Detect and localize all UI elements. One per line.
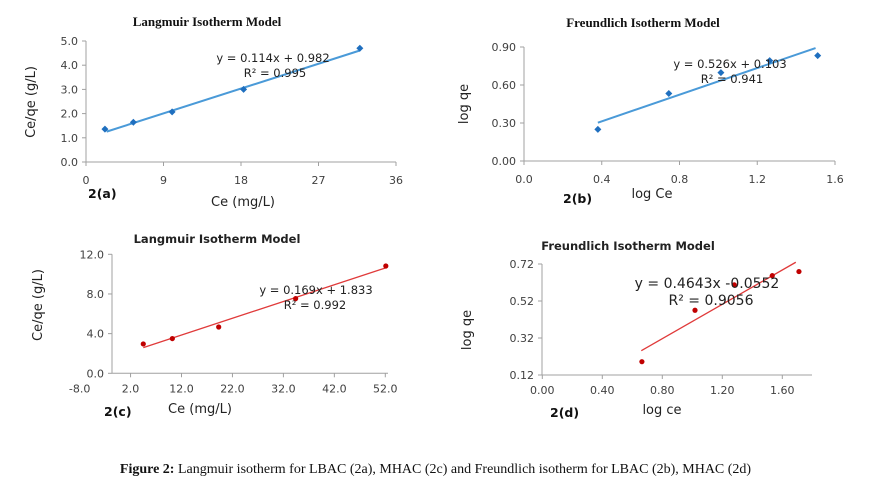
caption-text: Langmuir isotherm for LBAC (2a), MHAC (2… — [174, 462, 752, 477]
panel-label: 2(a) — [88, 186, 117, 201]
panel-label: 2(c) — [104, 404, 132, 419]
r-squared-label: R² = 0.995 — [244, 66, 306, 80]
y-tick-label: 0.72 — [510, 258, 535, 271]
panel-label: 2(b) — [563, 191, 592, 206]
trendline-equation: y = 0.4643x -0.0552 — [635, 276, 780, 292]
chart-panel-2c: -8.0 2.0 12.0 22.0 32.0 42.0 52.0 0.0 4.0 8.0 12.0… — [31, 232, 398, 419]
chart-title: Langmuir Isotherm Model — [134, 232, 301, 246]
data-point — [101, 125, 109, 133]
x-tick-label: -8.0 — [69, 382, 90, 395]
data-point — [356, 44, 364, 52]
data-point — [769, 273, 775, 279]
x-tick-label: 0 — [83, 174, 90, 187]
data-point — [665, 89, 673, 97]
y-axis-label: Ce/qe (g/L) — [24, 66, 39, 138]
data-point — [240, 85, 248, 93]
y-tick-label: 4.0 — [87, 328, 105, 341]
x-tick-label: 27 — [312, 174, 326, 187]
x-tick-label: 0.4 — [593, 173, 611, 186]
x-tick-label: 1.60 — [770, 384, 795, 397]
trendline — [106, 49, 361, 133]
y-axis-label: log qe — [460, 310, 475, 350]
chart-panel-2a: 0 9 18 27 36 0.0 1.0 2.0 3.0 4.0 5.0 Langmuir Isoth… — [24, 14, 403, 210]
data-point — [766, 57, 774, 65]
x-tick-label: 18 — [234, 174, 248, 187]
x-tick-label: 0.8 — [671, 173, 689, 186]
r-squared-label: R² = 0.941 — [701, 72, 763, 86]
y-tick-label: 1.0 — [61, 132, 79, 145]
x-tick-label: 36 — [389, 174, 403, 187]
r-squared-label: R² = 0.992 — [284, 298, 346, 312]
trendline-equation: y = 0.526x + 0.103 — [673, 57, 786, 71]
y-tick-label: 12.0 — [80, 248, 105, 261]
x-tick-label: 22.0 — [220, 382, 245, 395]
data-point — [796, 268, 802, 275]
y-tick-label: 0.52 — [510, 295, 535, 308]
data-point — [169, 335, 175, 342]
panel-label: 2(d) — [550, 405, 579, 420]
x-axis-label: Ce (mg/L) — [168, 402, 232, 417]
chart-panel-2d: 0.00 0.40 0.80 1.20 1.60 0.12 0.32 0.52 0.72 Freu… — [460, 239, 812, 420]
data-point — [692, 307, 698, 313]
trendline — [597, 47, 816, 124]
data-point — [168, 108, 176, 116]
y-axis-label: Ce/qe (g/L) — [31, 269, 46, 341]
chart-title: Freundlich Isotherm Model — [566, 15, 720, 30]
y-tick-label: 4.0 — [61, 59, 79, 72]
y-axis-label: log qe — [457, 84, 472, 124]
y-tick-label: 5.0 — [61, 35, 79, 48]
y-tick-label: 0.0 — [87, 367, 105, 380]
data-point — [639, 359, 645, 365]
y-tick-label: 8.0 — [87, 288, 105, 301]
chart-title: Freundlich Isotherm Model — [541, 239, 715, 253]
x-tick-label: 1.20 — [710, 384, 735, 397]
data-point — [594, 125, 602, 133]
data-point — [383, 263, 389, 269]
chart-panel-2b: 0.0 0.4 0.8 1.2 1.6 0.00 0.30 0.60 0.90 Freundlic… — [457, 15, 844, 206]
x-axis-label: log ce — [642, 403, 681, 418]
r-squared-label: R² = 0.9056 — [669, 293, 754, 309]
x-tick-label: 32.0 — [271, 382, 296, 395]
data-point — [129, 118, 137, 126]
y-tick-label: 0.32 — [510, 332, 535, 345]
y-tick-label: 2.0 — [61, 108, 79, 121]
x-tick-label: 0.00 — [530, 384, 555, 397]
x-axis-label: log Ce — [631, 187, 672, 202]
chart-title: Langmuir Isotherm Model — [133, 14, 282, 29]
x-axis-label: Ce (mg/L) — [211, 195, 275, 210]
x-tick-label: 0.40 — [590, 384, 615, 397]
y-tick-label: 0.0 — [61, 156, 79, 169]
x-tick-label: 1.6 — [826, 173, 844, 186]
trendline-equation: y = 0.114x + 0.982 — [216, 51, 329, 65]
data-point — [717, 69, 725, 77]
trendline-equation: y = 0.169x + 1.833 — [259, 283, 372, 297]
x-tick-label: 9 — [160, 174, 167, 187]
y-tick-label: 0.60 — [492, 79, 517, 92]
x-tick-label: 42.0 — [322, 382, 347, 395]
data-point — [731, 282, 737, 288]
y-tick-label: 0.00 — [492, 155, 517, 168]
trendline — [143, 267, 386, 349]
x-tick-label: 0.0 — [515, 173, 533, 186]
x-tick-label: 1.2 — [749, 173, 767, 186]
x-tick-label: 0.80 — [650, 384, 675, 397]
data-point — [293, 296, 299, 302]
x-tick-label: 2.0 — [122, 382, 140, 395]
y-tick-label: 0.30 — [492, 117, 517, 130]
caption-label: Figure 2: — [119, 462, 175, 477]
y-tick-label: 0.12 — [510, 369, 535, 382]
y-tick-label: 0.90 — [492, 41, 517, 54]
x-tick-label: 52.0 — [373, 382, 398, 395]
data-point — [814, 52, 822, 60]
y-tick-label: 3.0 — [61, 83, 79, 96]
x-tick-label: 12.0 — [169, 382, 194, 395]
figure-caption: Figure 2: Langmuir isotherm for LBAC (2a… — [0, 462, 871, 478]
data-point — [140, 341, 146, 347]
data-point — [216, 324, 222, 330]
